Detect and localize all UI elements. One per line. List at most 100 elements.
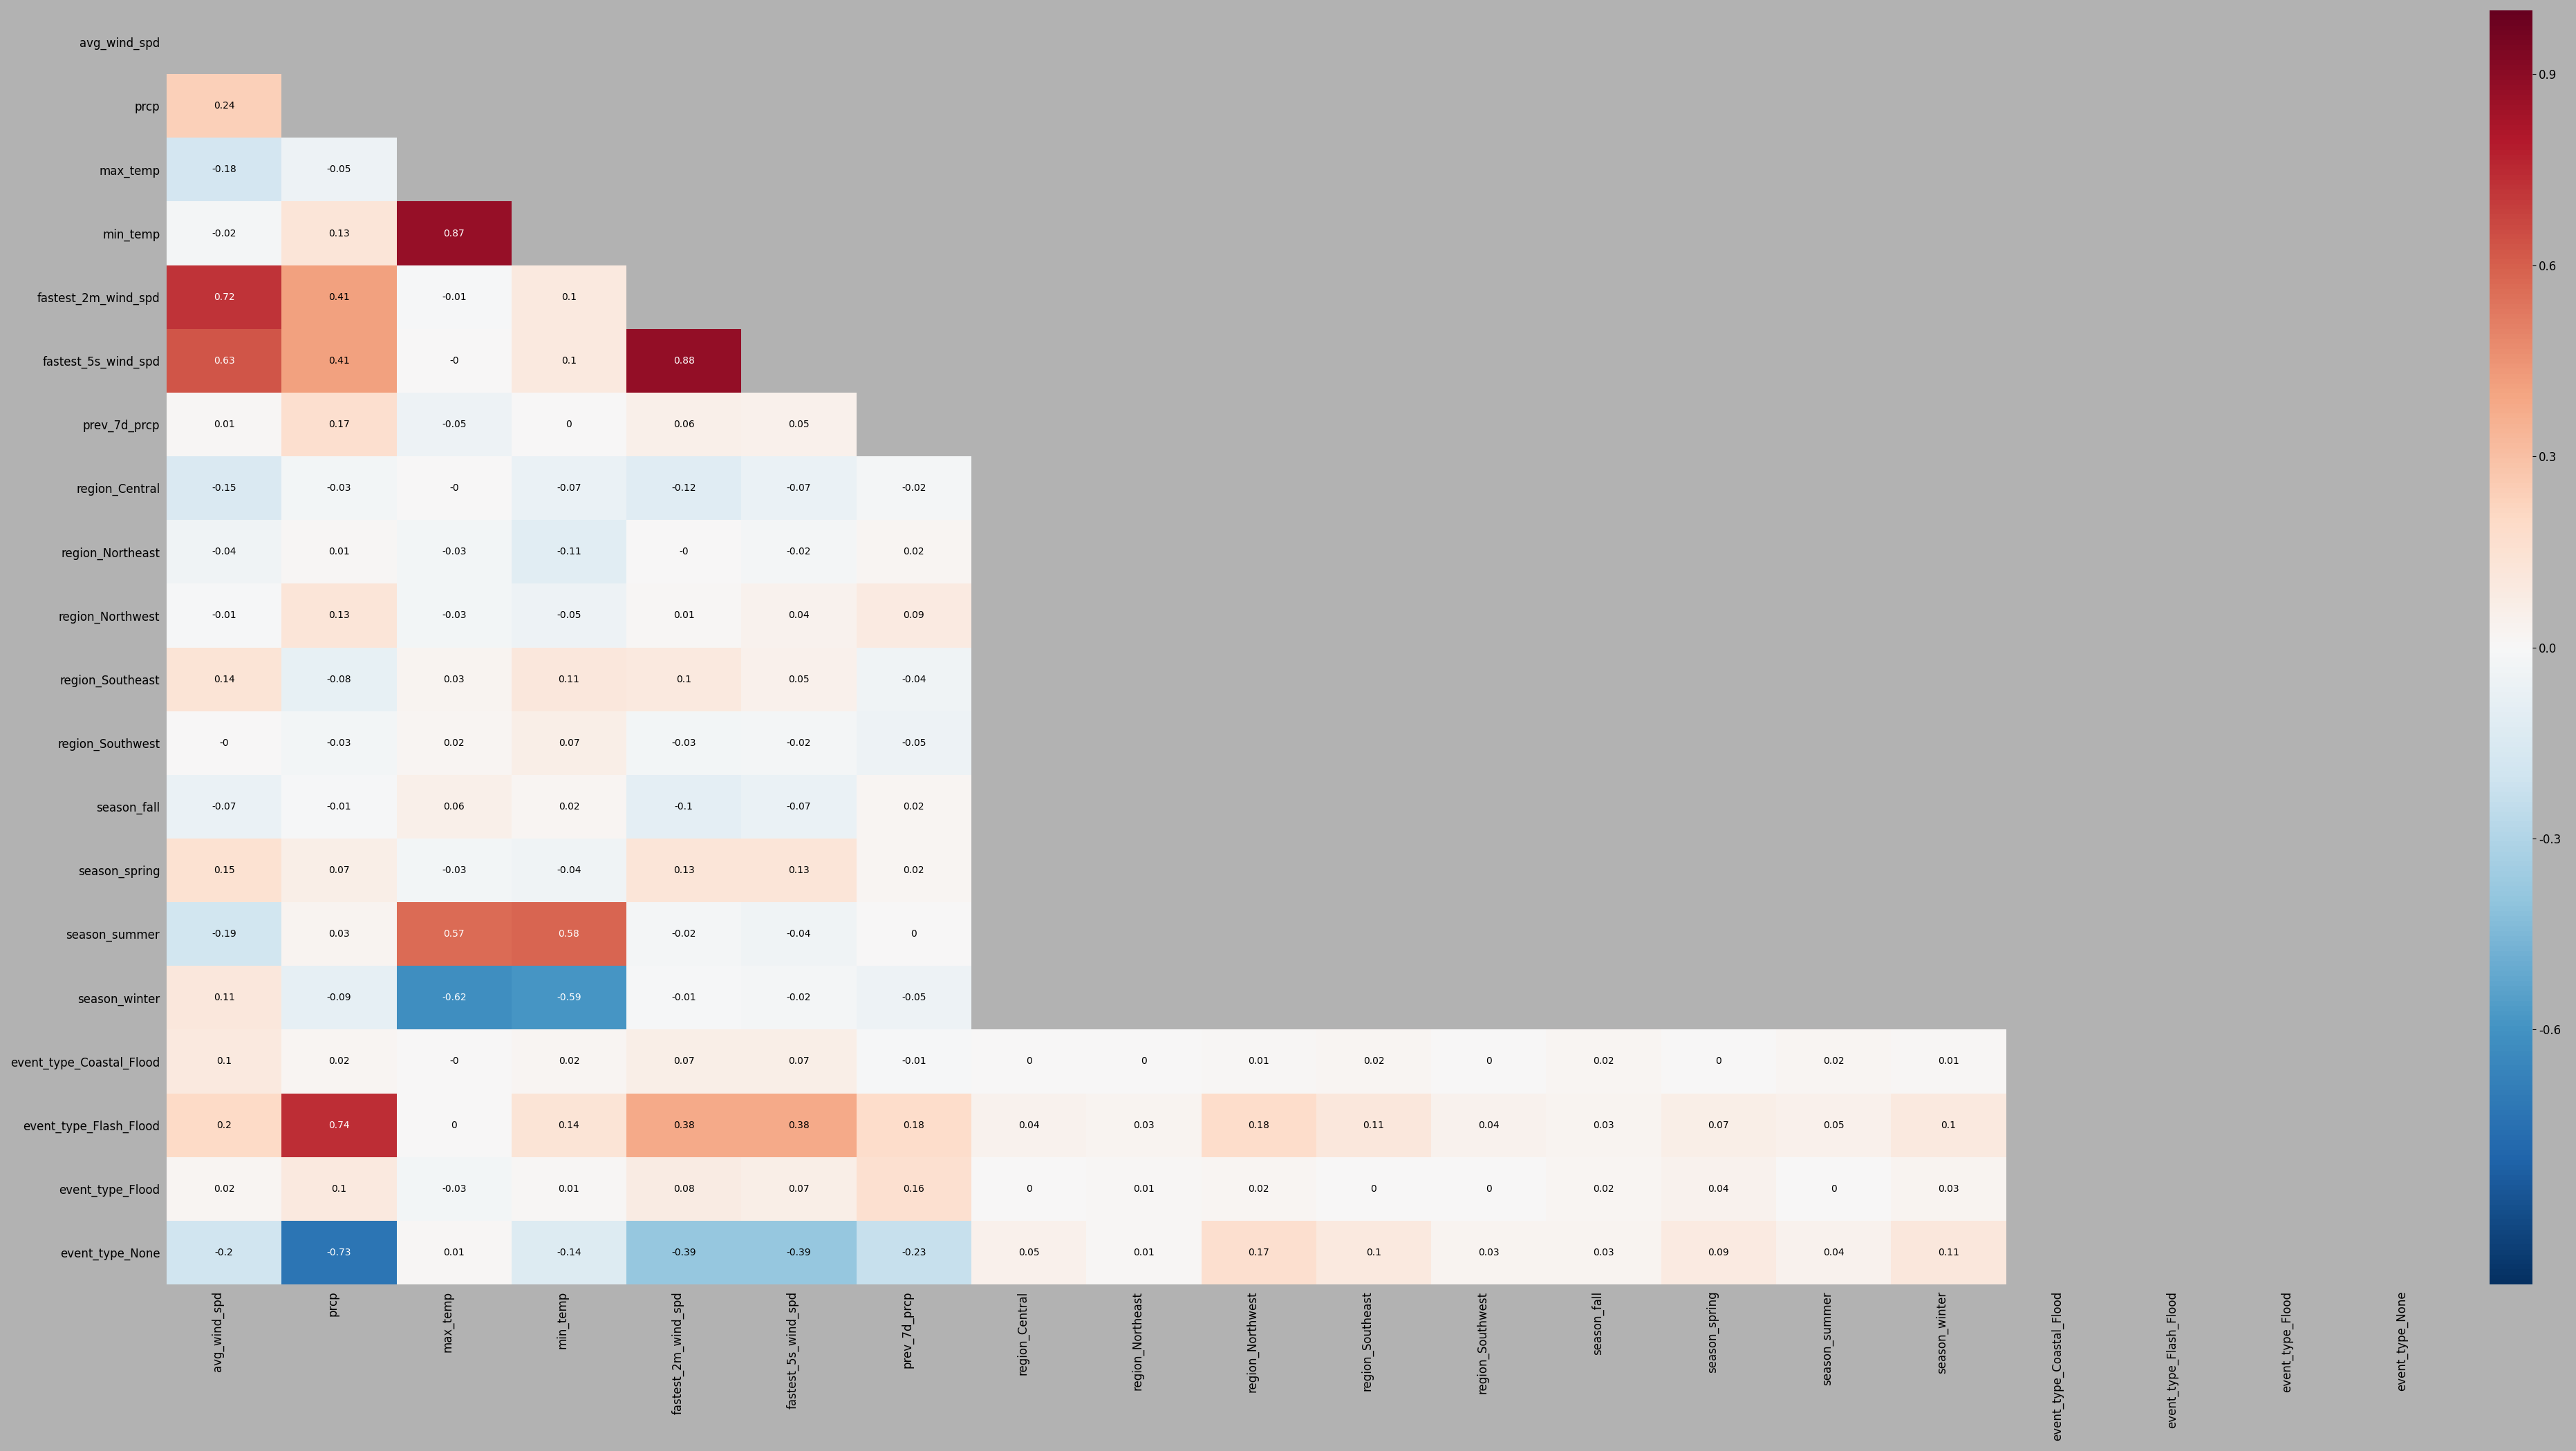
Bar xyxy=(626,839,742,903)
Bar xyxy=(167,583,281,647)
Text: -0: -0 xyxy=(448,355,459,366)
Bar xyxy=(1891,1220,2007,1284)
Bar xyxy=(855,1156,971,1220)
Text: 0.05: 0.05 xyxy=(788,419,809,429)
Bar xyxy=(1200,1030,1316,1093)
Text: 0.1: 0.1 xyxy=(1940,1120,1955,1130)
Text: 0.1: 0.1 xyxy=(1365,1248,1381,1258)
Text: 0.03: 0.03 xyxy=(1937,1184,1960,1194)
Bar xyxy=(397,711,513,775)
Text: 0.04: 0.04 xyxy=(1018,1120,1038,1130)
Bar xyxy=(167,1093,281,1156)
Text: 0.05: 0.05 xyxy=(788,675,809,683)
Bar xyxy=(971,1093,1087,1156)
Text: 0.01: 0.01 xyxy=(443,1248,464,1258)
Text: 0.02: 0.02 xyxy=(904,802,925,811)
Text: 0.1: 0.1 xyxy=(562,355,577,366)
Bar xyxy=(513,456,626,519)
Text: 0.02: 0.02 xyxy=(904,865,925,875)
Text: -0.14: -0.14 xyxy=(556,1248,582,1258)
Text: 0.1: 0.1 xyxy=(216,1056,232,1066)
Bar xyxy=(1200,1093,1316,1156)
Text: 0.06: 0.06 xyxy=(443,802,464,811)
Text: 0.07: 0.07 xyxy=(330,865,350,875)
Text: 0.08: 0.08 xyxy=(672,1184,696,1194)
Text: -0.05: -0.05 xyxy=(327,165,350,174)
Bar xyxy=(281,966,397,1030)
Text: 0.41: 0.41 xyxy=(327,292,350,302)
Bar xyxy=(513,1093,626,1156)
Text: 0.88: 0.88 xyxy=(672,355,696,366)
Text: 0.02: 0.02 xyxy=(1824,1056,1844,1066)
Bar xyxy=(1087,1030,1200,1093)
Bar xyxy=(281,456,397,519)
Text: 0: 0 xyxy=(1486,1184,1492,1194)
Text: -0.04: -0.04 xyxy=(211,547,237,557)
Bar xyxy=(397,519,513,583)
Text: -0.04: -0.04 xyxy=(556,865,582,875)
Bar xyxy=(397,329,513,393)
Bar xyxy=(626,966,742,1030)
Text: 0.07: 0.07 xyxy=(1708,1120,1728,1130)
Text: 0.03: 0.03 xyxy=(1592,1248,1615,1258)
Bar xyxy=(1546,1156,1662,1220)
Text: 0.05: 0.05 xyxy=(1018,1248,1038,1258)
Text: -0.39: -0.39 xyxy=(786,1248,811,1258)
Text: 0.02: 0.02 xyxy=(1363,1056,1383,1066)
Bar xyxy=(855,1093,971,1156)
Bar xyxy=(742,1156,855,1220)
Bar xyxy=(1200,1220,1316,1284)
Bar xyxy=(167,393,281,456)
Bar xyxy=(742,647,855,711)
Text: 0.02: 0.02 xyxy=(904,547,925,557)
Bar xyxy=(397,393,513,456)
Text: -0.02: -0.02 xyxy=(902,483,927,493)
Text: 0.03: 0.03 xyxy=(443,675,464,683)
Bar xyxy=(855,711,971,775)
Bar xyxy=(1891,1030,2007,1093)
Bar xyxy=(742,903,855,966)
Text: -0.03: -0.03 xyxy=(672,739,696,747)
Text: -0.03: -0.03 xyxy=(440,611,466,621)
Bar xyxy=(626,1220,742,1284)
Bar xyxy=(513,647,626,711)
Bar xyxy=(281,393,397,456)
Bar xyxy=(626,647,742,711)
Text: 0.13: 0.13 xyxy=(327,611,350,621)
Text: 0.17: 0.17 xyxy=(327,419,350,429)
Bar xyxy=(1432,1030,1546,1093)
Text: 0.07: 0.07 xyxy=(788,1184,809,1194)
Bar xyxy=(167,456,281,519)
Text: -0.15: -0.15 xyxy=(211,483,237,493)
Text: -0.01: -0.01 xyxy=(327,802,350,811)
Bar xyxy=(513,1030,626,1093)
Text: 0.41: 0.41 xyxy=(327,355,350,366)
Bar xyxy=(626,329,742,393)
Text: -0: -0 xyxy=(448,1056,459,1066)
Text: 0.13: 0.13 xyxy=(672,865,696,875)
Text: 0: 0 xyxy=(1025,1056,1033,1066)
Text: 0.07: 0.07 xyxy=(672,1056,696,1066)
Bar xyxy=(397,202,513,266)
Text: 0.18: 0.18 xyxy=(1249,1120,1270,1130)
Text: 0.02: 0.02 xyxy=(1249,1184,1270,1194)
Bar xyxy=(281,839,397,903)
Text: 0: 0 xyxy=(1716,1056,1721,1066)
Bar xyxy=(167,1156,281,1220)
Text: 0.01: 0.01 xyxy=(1937,1056,1960,1066)
Bar xyxy=(281,1220,397,1284)
Bar xyxy=(626,519,742,583)
Text: 0.58: 0.58 xyxy=(559,929,580,939)
Text: 0.04: 0.04 xyxy=(1708,1184,1728,1194)
Bar xyxy=(971,1220,1087,1284)
Text: 0.16: 0.16 xyxy=(904,1184,925,1194)
Bar xyxy=(742,583,855,647)
Bar xyxy=(397,1220,513,1284)
Bar xyxy=(1775,1093,1891,1156)
Text: 0.01: 0.01 xyxy=(1133,1248,1154,1258)
Bar xyxy=(855,839,971,903)
Bar xyxy=(1546,1030,1662,1093)
Text: -0.11: -0.11 xyxy=(556,547,582,557)
Bar xyxy=(281,1093,397,1156)
Bar xyxy=(626,903,742,966)
